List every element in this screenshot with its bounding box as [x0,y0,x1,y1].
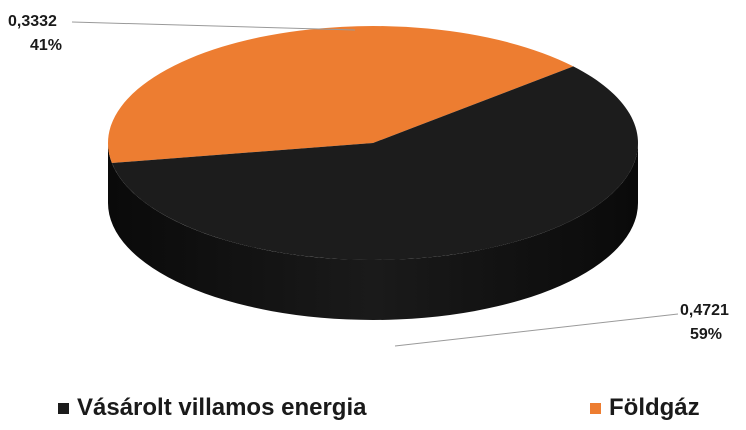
legend-item-foldgaz: Földgáz [590,394,700,422]
leader-line-foldgaz [71,21,356,31]
legend-item-villamos: Vásárolt villamos energia [58,394,366,422]
legend-label-villamos: Vásárolt villamos energia [77,394,367,421]
leader-line-villamos [394,313,679,347]
pie-slice-villamos [111,66,638,260]
data-label-foldgaz-percent: 41% [30,37,62,54]
data-label-foldgaz-value: 0,3332 [8,13,57,30]
data-label-villamos-percent: 59% [690,326,722,343]
pie-side-wall [108,143,638,320]
pie-slice-foldgaz [107,25,574,164]
legend-label-foldgaz: Földgáz [609,394,700,421]
data-label-villamos-value: 0,4721 [680,302,729,319]
legend-swatch-foldgaz [590,402,601,414]
pie-chart: 0,3332 41% 0,4721 59% [8,13,729,347]
legend-swatch-villamos [58,402,69,414]
